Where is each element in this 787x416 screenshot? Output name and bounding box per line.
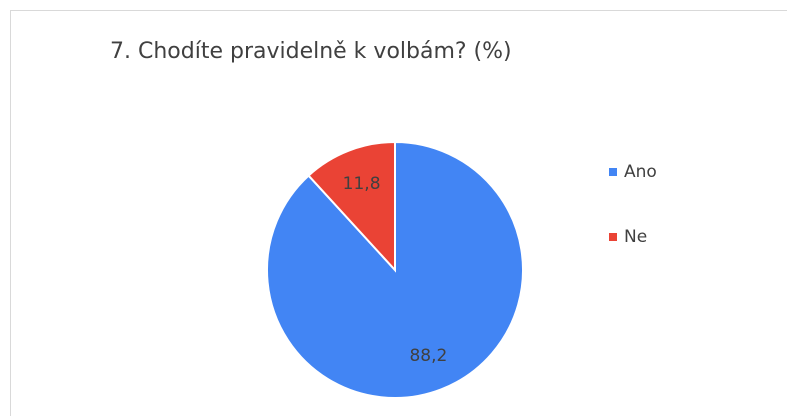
data-label: 88,2 — [409, 346, 447, 366]
legend-swatch — [609, 168, 617, 176]
legend-swatch — [609, 233, 617, 241]
data-label: 11,8 — [343, 174, 381, 194]
pie-slice — [307, 140, 396, 273]
legend-label: Ne — [624, 227, 647, 247]
chart-title: 7. Chodíte pravidelně k volbám? (%) — [110, 39, 512, 64]
legend-label: Ano — [624, 162, 657, 182]
